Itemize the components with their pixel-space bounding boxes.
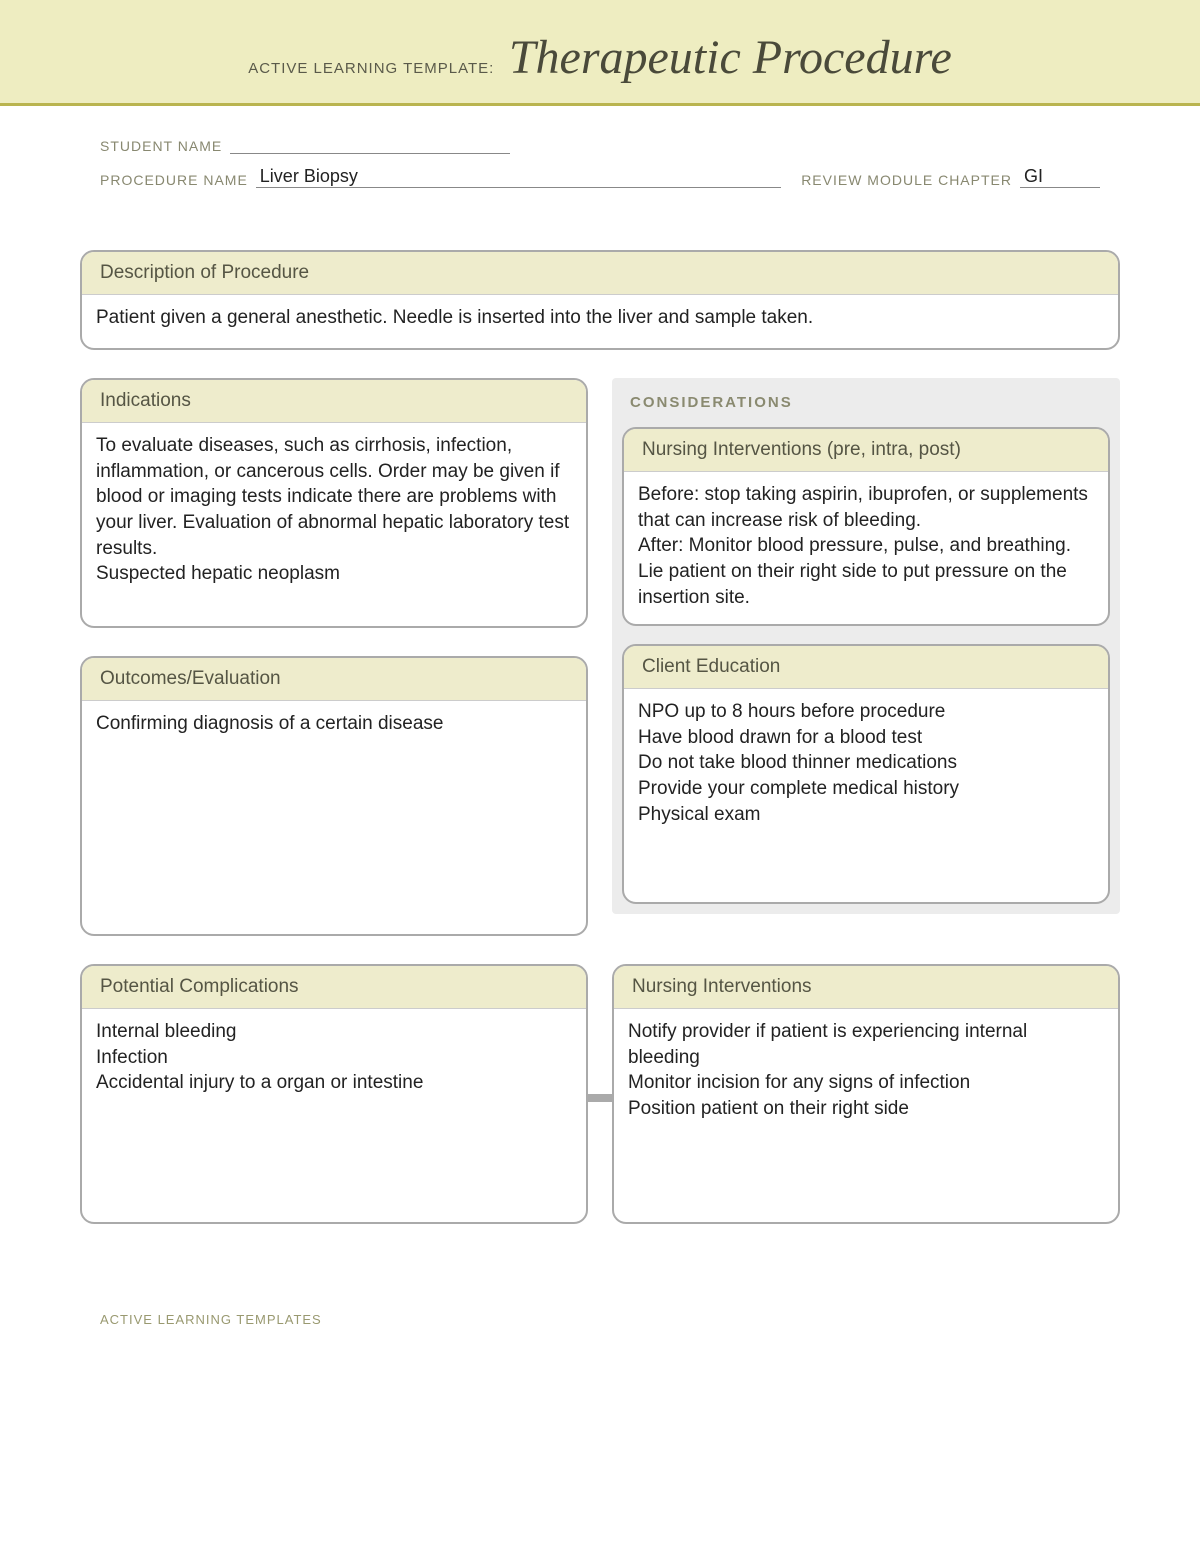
header-band: ACTIVE LEARNING TEMPLATE: Therapeutic Pr… <box>0 0 1200 106</box>
indications-box: Indications To evaluate diseases, such a… <box>80 378 588 628</box>
columns-top: Indications To evaluate diseases, such a… <box>80 378 1120 964</box>
nursing-interventions-title: Nursing Interventions <box>614 966 1118 1009</box>
indications-body: To evaluate diseases, such as cirrhosis,… <box>82 423 586 601</box>
indications-title: Indications <box>82 380 586 423</box>
procedure-name-value: Liver Biopsy <box>256 166 781 188</box>
nursing-pre-box: Nursing Interventions (pre, intra, post)… <box>622 427 1110 626</box>
procedure-name-label: PROCEDURE NAME <box>100 172 248 188</box>
considerations-label: CONSIDERATIONS <box>622 378 1110 427</box>
review-chapter-value: GI <box>1020 166 1100 188</box>
meta-section: STUDENT NAME PROCEDURE NAME Liver Biopsy… <box>0 106 1200 220</box>
complications-box: Potential Complications Internal bleedin… <box>80 964 588 1224</box>
connector <box>588 1094 612 1102</box>
student-name-label: STUDENT NAME <box>100 138 222 154</box>
columns-bottom: Potential Complications Internal bleedin… <box>80 964 1120 1252</box>
client-edu-title: Client Education <box>624 646 1108 689</box>
header-title: Therapeutic Procedure <box>509 31 952 84</box>
page: ACTIVE LEARNING TEMPLATE: Therapeutic Pr… <box>0 0 1200 1367</box>
content: Description of Procedure Patient given a… <box>0 220 1200 1272</box>
description-body: Patient given a general anesthetic. Need… <box>82 295 1118 345</box>
left-column: Indications To evaluate diseases, such a… <box>80 378 588 964</box>
right-column: CONSIDERATIONS Nursing Interventions (pr… <box>612 378 1120 964</box>
client-edu-body: NPO up to 8 hours before procedureHave b… <box>624 689 1108 841</box>
description-title: Description of Procedure <box>82 252 1118 295</box>
review-chapter-label: REVIEW MODULE CHAPTER <box>801 172 1012 188</box>
footer: ACTIVE LEARNING TEMPLATES <box>0 1272 1200 1327</box>
student-name-row: STUDENT NAME <box>100 136 1100 154</box>
student-name-value <box>230 136 510 154</box>
client-edu-box: Client Education NPO up to 8 hours befor… <box>622 644 1110 904</box>
considerations-wrap: CONSIDERATIONS Nursing Interventions (pr… <box>612 378 1120 914</box>
header-prefix: ACTIVE LEARNING TEMPLATE: <box>248 60 494 77</box>
nursing-interventions-box: Nursing Interventions Notify provider if… <box>612 964 1120 1224</box>
outcomes-body: Confirming diagnosis of a certain diseas… <box>82 701 586 751</box>
nursing-pre-title: Nursing Interventions (pre, intra, post) <box>624 429 1108 472</box>
outcomes-box: Outcomes/Evaluation Confirming diagnosis… <box>80 656 588 936</box>
complications-title: Potential Complications <box>82 966 586 1009</box>
nursing-pre-body: Before: stop taking aspirin, ibuprofen, … <box>624 472 1108 624</box>
nursing-interventions-body: Notify provider if patient is experienci… <box>614 1009 1118 1136</box>
description-box: Description of Procedure Patient given a… <box>80 250 1120 350</box>
right-column-bottom: Nursing Interventions Notify provider if… <box>612 964 1120 1252</box>
left-column-bottom: Potential Complications Internal bleedin… <box>80 964 588 1252</box>
outcomes-title: Outcomes/Evaluation <box>82 658 586 701</box>
procedure-name-row: PROCEDURE NAME Liver Biopsy REVIEW MODUL… <box>100 166 1100 188</box>
complications-body: Internal bleedingInfectionAccidental inj… <box>82 1009 586 1110</box>
